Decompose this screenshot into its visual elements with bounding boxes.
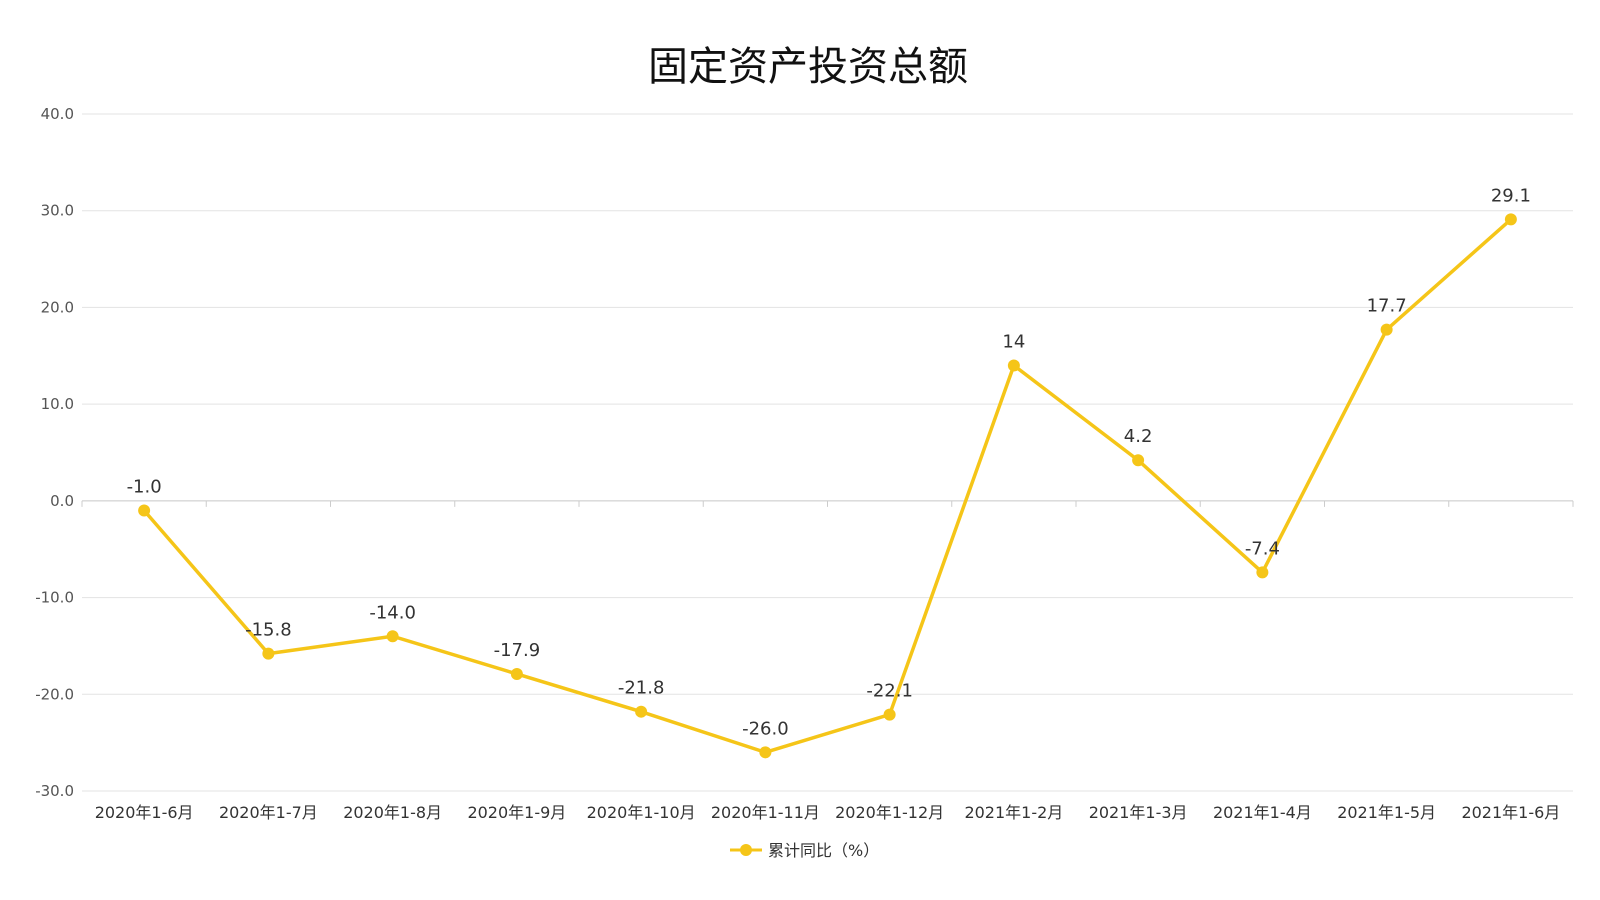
legend-dot-marker	[740, 844, 752, 856]
data-point	[138, 504, 151, 517]
data-label: -1.0	[127, 477, 162, 498]
y-tick-label: -10.0	[35, 589, 74, 607]
data-point	[262, 647, 275, 660]
x-tick-label: 2020年1-7月	[219, 803, 318, 822]
data-label: 14	[1002, 331, 1025, 352]
data-label: -17.9	[494, 640, 541, 661]
x-tick-label: 2020年1-6月	[95, 803, 194, 822]
x-tick-label: 2021年1-4月	[1213, 803, 1312, 822]
x-tick-label: 2021年1-6月	[1461, 803, 1560, 822]
x-tick-label: 2021年1-3月	[1089, 803, 1188, 822]
data-point	[510, 667, 523, 680]
x-tick-label: 2020年1-12月	[835, 803, 944, 822]
data-label: -26.0	[742, 718, 789, 739]
data-point	[1007, 359, 1020, 372]
series-lines	[142, 218, 1513, 755]
data-point	[635, 705, 648, 718]
data-point	[386, 630, 399, 643]
y-tick-label: 0.0	[50, 492, 74, 510]
chart-title: 固定资产投资总额	[648, 44, 968, 90]
data-label: 17.7	[1367, 296, 1407, 317]
x-tick-label: 2021年1-2月	[964, 803, 1063, 822]
series-line	[142, 218, 1513, 755]
data-label: 4.2	[1124, 426, 1153, 447]
gridlines	[82, 113, 1573, 792]
data-labels: -1.0 -15.8 -14.0 -17.9 -21.8 -26.0 -22.1 14 4.2 -…	[127, 185, 1531, 739]
data-label: -15.8	[245, 620, 292, 641]
data-points	[138, 213, 1517, 759]
x-tick-label: 2020年1-10月	[587, 803, 696, 822]
x-tick-label: 2020年1-8月	[343, 803, 442, 822]
y-tick-label: -30.0	[35, 782, 74, 800]
y-tick-label: 30.0	[41, 202, 74, 220]
x-tick-label: 2021年1-5月	[1337, 803, 1436, 822]
legend[interactable]: 累计同比（%）	[730, 841, 879, 860]
data-point	[1380, 323, 1393, 336]
data-point	[1132, 454, 1145, 467]
y-tick-label: -20.0	[35, 685, 74, 703]
data-label: 29.1	[1491, 185, 1531, 206]
data-label: -14.0	[369, 602, 416, 623]
x-tick-label: 2020年1-9月	[467, 803, 566, 822]
y-tick-label: 10.0	[41, 395, 74, 413]
y-tick-label: 40.0	[41, 105, 74, 123]
x-tick-label: 2020年1-11月	[711, 803, 820, 822]
data-point	[759, 746, 772, 759]
data-label: -7.4	[1245, 538, 1280, 559]
data-point	[1504, 213, 1517, 226]
y-axis: -30.0 -20.0 -10.0 0.0 10.0 20.0 30.0 40.0	[35, 105, 74, 800]
data-point	[883, 708, 896, 721]
y-tick-label: 20.0	[41, 298, 74, 316]
x-axis: 2020年1-6月 2020年1-7月 2020年1-8月 2020年1-9月 2020…	[81, 500, 1574, 822]
data-label: -22.1	[866, 681, 913, 702]
legend-label: 累计同比（%）	[768, 841, 879, 860]
data-label: -21.8	[618, 678, 665, 699]
data-point	[1256, 566, 1269, 579]
